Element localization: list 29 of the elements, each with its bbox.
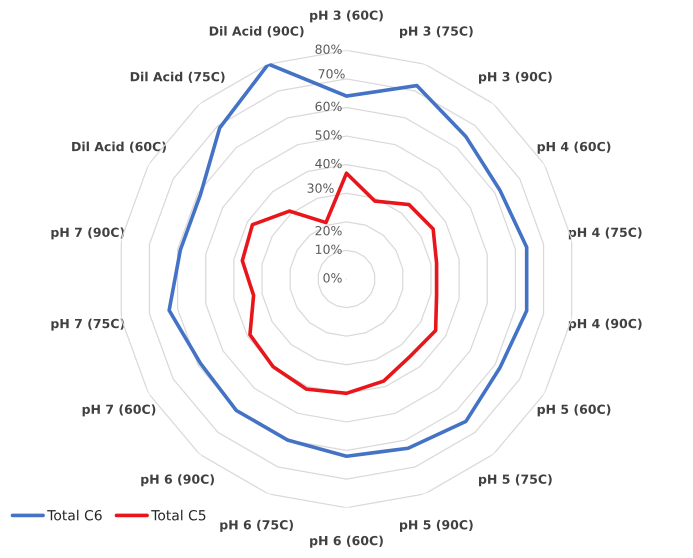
- spoke-label: pH 7 (75C): [51, 318, 124, 331]
- y-tick-label: 10%: [316, 244, 342, 254]
- spoke-label: pH 4 (90C): [568, 318, 642, 331]
- spoke-label: pH 3 (60C): [310, 10, 383, 22]
- spoke-label: pH 3 (90C): [479, 72, 552, 84]
- spoke-label: pH 5 (60C): [538, 404, 610, 416]
- spoke-label: pH 5 (75C): [479, 474, 552, 486]
- y-tick-label: 50%: [316, 130, 342, 140]
- y-tick-label: 20%: [316, 226, 342, 236]
- spoke-label: Dil Acid (75C): [130, 72, 225, 83]
- y-tick-label: 80%: [315, 44, 342, 54]
- spoke-label: pH 6 (90C): [141, 474, 214, 486]
- y-tick-label: 0%: [323, 273, 342, 283]
- spoke-label: Dil Acid (60C): [72, 142, 166, 153]
- y-tick-label: 40%: [315, 158, 342, 168]
- spoke-label: pH 4 (75C): [568, 227, 642, 240]
- spoke-label: pH 6 (75C): [220, 520, 293, 532]
- y-tick-label: 30%: [308, 183, 334, 193]
- y-tick-label: 60%: [315, 102, 342, 112]
- spoke-label: Dil Acid (90C): [210, 26, 304, 38]
- spoke-label: pH 7 (90C): [51, 227, 124, 240]
- spoke-label: pH 6 (60C): [310, 536, 383, 548]
- spoke-label: pH 3 (75C): [400, 26, 473, 38]
- spoke-label: pH 5 (90C): [400, 520, 473, 532]
- spoke-label: pH 7 (60C): [82, 404, 156, 416]
- y-tick-label: 70%: [318, 69, 345, 79]
- spoke-label: pH 4 (60C): [538, 142, 610, 154]
- legend-label: Total C6: [47, 510, 102, 520]
- legend-label: Total C5: [151, 510, 206, 520]
